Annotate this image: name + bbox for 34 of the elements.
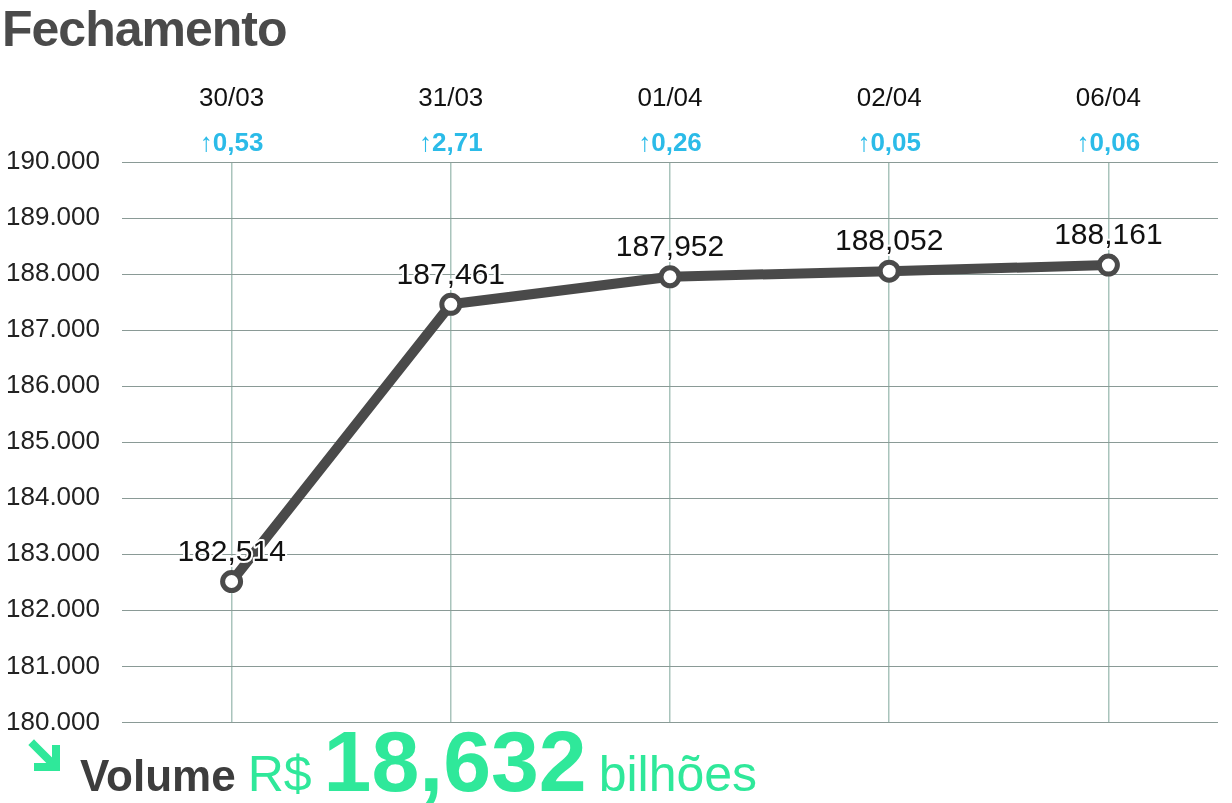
y-tick-label: 183.000 <box>6 537 100 568</box>
annotation: 188,161 <box>1054 217 1163 251</box>
annotation: 187,461 <box>396 256 506 290</box>
y-tick-label: 186.000 <box>6 369 100 400</box>
x-tick-label: 30/03 <box>199 81 265 112</box>
y-tick-label: 181.000 <box>6 649 100 680</box>
x-tick-label: 02/04 <box>856 81 922 112</box>
text: R$ <box>247 745 312 803</box>
point <box>439 292 463 316</box>
annotation: 187,952 <box>615 229 725 263</box>
text: ↑0,26 <box>638 127 702 158</box>
y-tick-label: 188.000 <box>6 257 100 288</box>
chart-title: Fechamento <box>2 0 287 58</box>
y-tick-label: 190.000 <box>6 145 100 176</box>
annotation: 188,052 <box>834 223 944 257</box>
text: ↑0,05 <box>857 127 921 158</box>
x-tick-label: 01/04 <box>637 81 703 112</box>
x-tick-label: 31/03 <box>418 81 484 112</box>
point <box>658 265 682 289</box>
y-tick-label: 182.000 <box>6 593 100 624</box>
point <box>1096 253 1120 277</box>
text: bilhões <box>598 745 758 803</box>
text: ↑0,53 <box>199 127 264 158</box>
y-tick-label: 187.000 <box>6 313 100 344</box>
point <box>877 259 901 283</box>
x-tick-label: 06/04 <box>1075 81 1141 112</box>
y-tick-label: 185.000 <box>6 425 100 456</box>
y-tick-label: 189.000 <box>6 201 100 232</box>
point <box>220 570 244 594</box>
text: Volume <box>80 751 236 801</box>
text: ↑2,71 <box>419 127 483 158</box>
y-tick-label: 180.000 <box>6 705 100 736</box>
text: ↑0,06 <box>1076 127 1141 158</box>
y-tick-label: 184.000 <box>6 481 100 512</box>
